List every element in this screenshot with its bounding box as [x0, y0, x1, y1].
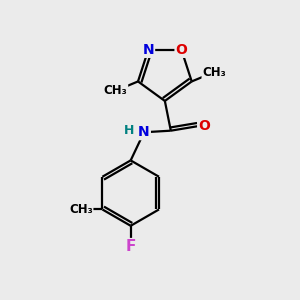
Text: H: H — [124, 124, 134, 137]
Text: F: F — [125, 239, 136, 254]
Text: O: O — [198, 119, 210, 133]
Text: N: N — [142, 43, 154, 57]
Text: CH₃: CH₃ — [69, 203, 93, 216]
Text: O: O — [176, 43, 188, 57]
Text: CH₃: CH₃ — [202, 66, 226, 79]
Text: N: N — [138, 125, 150, 139]
Text: CH₃: CH₃ — [104, 84, 128, 97]
